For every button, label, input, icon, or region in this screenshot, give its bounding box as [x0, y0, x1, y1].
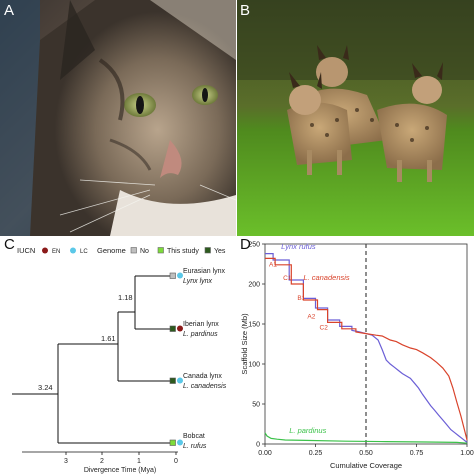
y-tick-label: 0 [256, 442, 260, 449]
time-axis-label: Divergence Time (Mya) [84, 467, 156, 474]
time-tick-1: 1 [137, 458, 141, 465]
iucn-marker-bobcat [177, 439, 183, 446]
taxon-latin-canada: L. canadensis [183, 383, 227, 390]
legend-this-study-label: This study [167, 248, 199, 255]
panel-label-b: B [240, 2, 251, 19]
legend-genome-label: Genome [97, 246, 126, 255]
legend-no-label: No [140, 248, 149, 255]
panel-d-chart: 0.00 0.25 0.50 0.75 1.00 0 50 100 150 200 250 Cumu… [237, 236, 474, 474]
breakpoint-annotation: C2 [320, 325, 329, 332]
x-tick-label: 0.50 [359, 450, 373, 457]
series-label-1: L. canadensis [303, 273, 350, 282]
panel-a-photo [0, 0, 236, 236]
taxon-latin-eurasian: Lynx lynx [183, 278, 213, 285]
breakpoint-annotation: B1 [297, 295, 305, 302]
time-tick-3: 3 [64, 458, 68, 465]
series-label-2: L. pardinus [289, 426, 326, 435]
legend-no-box [130, 247, 137, 254]
legend-yes-label: Yes [214, 248, 226, 255]
legend-this-study-box [157, 247, 164, 254]
taxon-common-eurasian: Eurasian lynx [183, 268, 226, 275]
node-label-root: 3.24 [38, 383, 53, 392]
panel-label-a: A [4, 2, 15, 19]
taxon-latin-bobcat: L. rufus [183, 443, 207, 450]
y-tick-label: 250 [248, 242, 260, 249]
x-tick-label: 0.25 [309, 450, 323, 457]
node-label-n2: 1.61 [101, 334, 116, 343]
y-tick-label: 50 [252, 402, 260, 409]
y-tick-label: 100 [248, 362, 260, 369]
iucn-marker-iberian [177, 325, 183, 332]
genome-marker-bobcat [169, 439, 176, 446]
breakpoint-annotation: A1 [269, 261, 277, 268]
time-tick-2: 2 [100, 458, 104, 465]
series-line-2 [264, 432, 468, 444]
legend-iucn-label: IUCN [17, 246, 35, 255]
breakpoint-annotation: A2 [307, 313, 315, 320]
taxon-common-canada: Canada lynx [183, 373, 222, 380]
panel-label-c: C [4, 236, 15, 253]
scaffold-size-chart: 0.00 0.25 0.50 0.75 1.00 0 50 100 150 200 250 Cumu… [240, 242, 474, 471]
iucn-marker-eurasian [177, 272, 183, 279]
panel-label-d: D [240, 236, 251, 253]
breakpoint-annotation: C1 [283, 275, 292, 282]
x-tick-label: 0.00 [258, 450, 272, 457]
series-label-0: Lynx rufus [281, 242, 316, 251]
taxon-common-bobcat: Bobcat [183, 433, 205, 440]
legend-en-dot [42, 247, 48, 254]
lynx-group-image [237, 0, 474, 236]
iucn-marker-canada [177, 377, 183, 384]
time-axis [22, 451, 178, 455]
y-axis-label: Scaffold Size (Mb) [240, 313, 249, 375]
x-tick-label: 1.00 [460, 450, 474, 457]
panel-b-photo [237, 0, 474, 236]
time-tick-0: 0 [174, 458, 178, 465]
genome-marker-canada [169, 377, 176, 384]
legend-en-label: EN [52, 249, 60, 255]
series-line-1 [265, 257, 468, 441]
x-tick-label: 0.75 [410, 450, 424, 457]
node-label-n3: 1.18 [118, 293, 133, 302]
series-line-0 [265, 253, 468, 443]
genome-marker-eurasian [169, 272, 176, 279]
legend-lc-dot [70, 247, 76, 254]
panel-c-phylogeny: IUCN EN LC Genome No This study Yes 3.24… [0, 236, 237, 474]
y-tick-label: 200 [248, 282, 260, 289]
phylogeny-tree [12, 275, 172, 444]
genome-marker-iberian [169, 325, 176, 332]
taxon-common-iberian: Iberian lynx [183, 321, 219, 328]
bobcat-face-image [0, 0, 236, 236]
legend-yes-box [204, 247, 211, 254]
taxon-latin-iberian: L. pardinus [183, 331, 218, 338]
legend-lc-label: LC [80, 249, 88, 255]
y-tick-label: 150 [248, 322, 260, 329]
x-axis-label: Cumulative Coverage [330, 461, 402, 470]
